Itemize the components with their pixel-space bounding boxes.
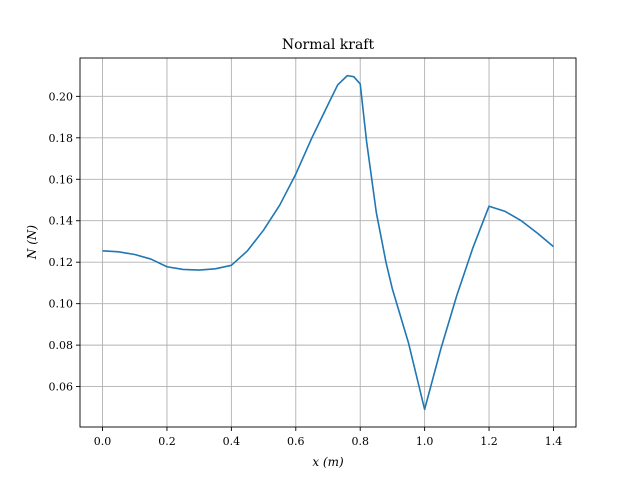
x-tick-label: 0.2	[158, 435, 176, 448]
x-tick-label: 0.6	[287, 435, 305, 448]
chart-title: Normal kraft	[282, 37, 375, 53]
x-axis-label: x (m)	[312, 455, 344, 469]
y-tick-label: 0.16	[49, 173, 74, 186]
plot-frame	[79, 57, 577, 428]
y-tick-label: 0.12	[49, 256, 74, 269]
y-tick-label: 0.10	[49, 298, 74, 311]
series-layer	[102, 74, 554, 411]
x-tick-label: 0.0	[94, 435, 112, 448]
y-tick-label: 0.14	[49, 215, 74, 228]
x-tick-label: 0.4	[223, 435, 241, 448]
y-axis-label: N (N)	[25, 225, 39, 260]
x-tick-label: 0.8	[351, 435, 369, 448]
y-tick-label: 0.20	[49, 90, 74, 103]
grid	[80, 58, 576, 427]
x-tick-label: 1.4	[545, 435, 563, 448]
axis-ticks: 0.0 0.2 0.4 0.6 0.8 1.0 1.2 1.4 0.06 0.08 0.10 0.12…	[49, 90, 563, 448]
y-tick-label: 0.18	[49, 132, 74, 145]
y-tick-label: 0.06	[49, 381, 74, 394]
series-line	[102, 74, 554, 411]
y-tick-label: 0.08	[49, 339, 74, 352]
x-tick-label: 1.0	[416, 435, 434, 448]
x-tick-label: 1.2	[480, 435, 498, 448]
